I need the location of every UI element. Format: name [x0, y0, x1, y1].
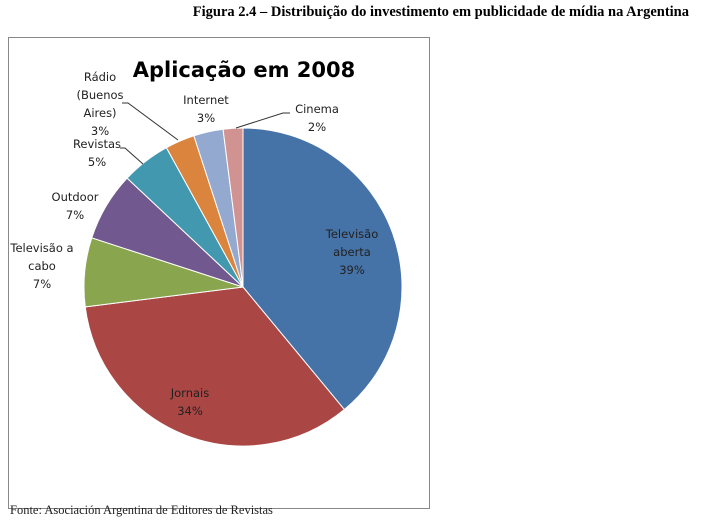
chart-frame [8, 37, 430, 509]
data-label-7: Cinema 2% [295, 102, 339, 134]
pie-slice-1 [84, 286, 346, 447]
chart-title: Aplicação em 2008 [133, 58, 356, 82]
figure-caption: Figura 2.4 – Distribuição do investiment… [192, 4, 689, 20]
leader-line-radio [122, 102, 179, 141]
data-label-6: Internet 3% [183, 93, 229, 125]
pie-slice-7 [222, 127, 244, 288]
pie-slice-0 [242, 127, 403, 411]
data-label-0: Televisão aberta 39% [325, 227, 379, 277]
data-label-1: Jornais 34% [170, 386, 209, 418]
leader-line-revistas [120, 147, 144, 165]
data-label-2: Televisão a cabo 7% [9, 241, 73, 291]
data-label-3: Outdoor 7% [52, 190, 99, 222]
source-note: Fonte: Asociación Argentina de Editores … [10, 503, 273, 517]
leader-line-cinema [235, 112, 290, 129]
data-label-5: Rádio (Buenos Aires) 3% [76, 70, 123, 138]
data-label-4: Revistas 5% [73, 137, 121, 169]
